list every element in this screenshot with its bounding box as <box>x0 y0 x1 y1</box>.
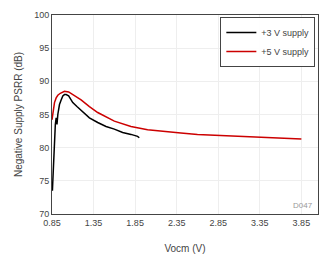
svg-text:+3 V supply: +3 V supply <box>261 28 309 38</box>
svg-text:D047: D047 <box>293 201 313 210</box>
svg-text:80: 80 <box>39 143 49 153</box>
svg-text:1.35: 1.35 <box>85 218 103 228</box>
svg-text:3.85: 3.85 <box>293 218 311 228</box>
svg-text:3.35: 3.35 <box>251 218 269 228</box>
svg-text:1.85: 1.85 <box>126 218 144 228</box>
svg-text:100: 100 <box>34 10 49 20</box>
svg-text:Negative Supply PSRR (dB): Negative Supply PSRR (dB) <box>13 52 24 177</box>
svg-text:+5 V supply: +5 V supply <box>261 47 309 57</box>
svg-text:2.85: 2.85 <box>209 218 227 228</box>
svg-text:90: 90 <box>39 76 49 86</box>
svg-text:70: 70 <box>39 209 49 219</box>
svg-text:85: 85 <box>39 110 49 120</box>
svg-text:Vocm (V): Vocm (V) <box>164 243 205 254</box>
svg-text:95: 95 <box>39 43 49 53</box>
svg-text:0.85: 0.85 <box>43 218 61 228</box>
svg-text:75: 75 <box>39 176 49 186</box>
svg-text:2.35: 2.35 <box>168 218 186 228</box>
